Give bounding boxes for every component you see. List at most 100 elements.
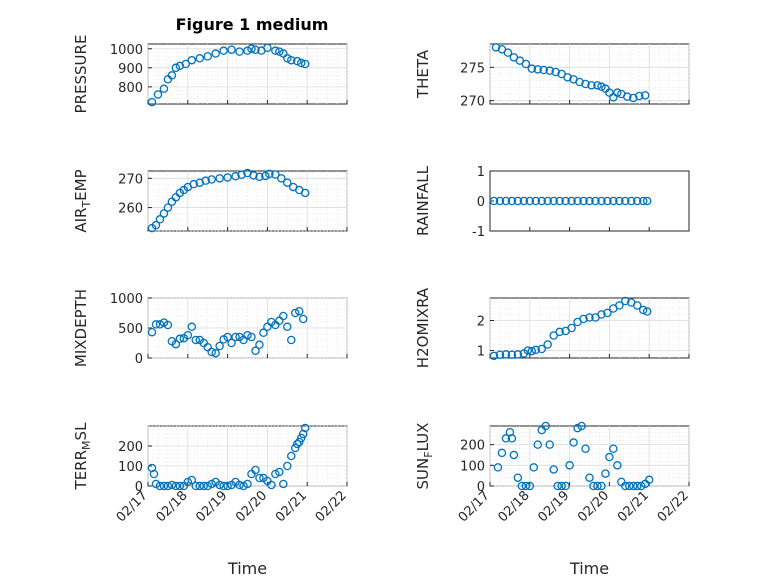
data-point xyxy=(223,481,232,491)
data-point xyxy=(545,440,554,449)
data-point xyxy=(642,196,652,206)
data-point xyxy=(189,179,199,189)
data-point xyxy=(283,54,292,63)
figure-title: Figure 1 medium xyxy=(176,15,329,34)
data-point xyxy=(261,171,270,181)
data-point xyxy=(147,463,157,473)
data-point xyxy=(597,196,606,206)
data-point xyxy=(147,97,157,107)
y-tick-label: 275 xyxy=(460,61,485,76)
data-point xyxy=(633,196,642,206)
data-point xyxy=(543,196,552,206)
data-point xyxy=(163,320,173,330)
data-point xyxy=(149,469,159,479)
data-point xyxy=(294,306,304,316)
data-point xyxy=(633,301,642,310)
data-point xyxy=(203,52,212,61)
data-point xyxy=(219,46,228,55)
y-tick-label: 2 xyxy=(477,315,485,330)
data-point xyxy=(271,469,280,479)
data-point xyxy=(625,481,634,491)
data-point xyxy=(296,58,306,68)
panel-rainfall: -1 0 1 RAINFALL xyxy=(414,165,690,240)
y-tick-label: 0 xyxy=(477,480,485,495)
data-point xyxy=(581,79,590,89)
data-point xyxy=(503,48,513,57)
data-point xyxy=(275,467,284,477)
data-point xyxy=(255,340,264,350)
data-point xyxy=(215,341,224,351)
data-point xyxy=(300,423,310,433)
data-point xyxy=(201,176,210,185)
data-point xyxy=(615,301,624,310)
data-point xyxy=(609,196,618,206)
data-point xyxy=(555,327,564,337)
data-point xyxy=(613,88,622,97)
data-point xyxy=(263,43,272,53)
data-point xyxy=(555,196,564,206)
data-point xyxy=(239,481,248,491)
data-point xyxy=(537,344,546,354)
data-point xyxy=(644,475,654,485)
data-point xyxy=(296,433,306,443)
data-point xyxy=(531,196,541,206)
data-point xyxy=(521,481,531,491)
data-point xyxy=(227,45,236,54)
data-point xyxy=(243,330,252,340)
data-point xyxy=(627,196,636,206)
y-tick-label: -1 xyxy=(472,225,485,240)
data-point xyxy=(175,481,185,491)
y-tick-label: 100 xyxy=(118,460,143,475)
data-point xyxy=(513,350,523,359)
data-point xyxy=(621,196,630,206)
data-point xyxy=(635,91,644,101)
data-point xyxy=(223,332,232,342)
data-point xyxy=(527,64,537,73)
y-tick-label: 200 xyxy=(118,440,143,455)
data-point xyxy=(181,59,191,69)
data-point xyxy=(603,196,612,206)
data-point xyxy=(629,481,638,491)
data-point xyxy=(509,450,519,460)
y-tick-label: 260 xyxy=(118,202,143,217)
data-point xyxy=(561,481,570,491)
data-point xyxy=(151,479,161,489)
data-point xyxy=(247,332,256,342)
data-point xyxy=(493,463,503,472)
axes-background xyxy=(147,425,348,487)
y-tick-label: 0 xyxy=(135,352,143,367)
data-point xyxy=(553,481,562,491)
data-point xyxy=(589,481,598,491)
data-point xyxy=(579,196,588,206)
data-point xyxy=(501,350,511,359)
data-point xyxy=(271,46,280,55)
data-point xyxy=(638,305,648,315)
data-point xyxy=(215,480,224,490)
data-point xyxy=(155,215,165,224)
data-point xyxy=(291,308,300,318)
data-point xyxy=(207,479,216,489)
data-point xyxy=(573,196,582,206)
data-point xyxy=(621,296,630,306)
data-point xyxy=(243,479,252,489)
data-point xyxy=(255,172,264,182)
data-point xyxy=(215,174,224,183)
data-point xyxy=(159,481,169,491)
data-point xyxy=(203,481,212,491)
x-axis-label: Time xyxy=(569,559,609,578)
data-point xyxy=(298,314,308,324)
data-point xyxy=(489,351,499,361)
data-point xyxy=(187,55,197,65)
y-tick-label: 270 xyxy=(460,95,485,110)
panel-theta: 270 275 THETA xyxy=(414,43,690,110)
axes-background xyxy=(489,297,690,359)
data-point xyxy=(183,477,193,487)
data-point xyxy=(183,330,193,340)
data-point xyxy=(541,421,550,431)
data-point xyxy=(283,178,292,187)
data-point xyxy=(543,340,552,349)
data-point xyxy=(519,196,529,206)
y-axis-label: THETA xyxy=(414,49,432,99)
data-point xyxy=(629,93,638,103)
